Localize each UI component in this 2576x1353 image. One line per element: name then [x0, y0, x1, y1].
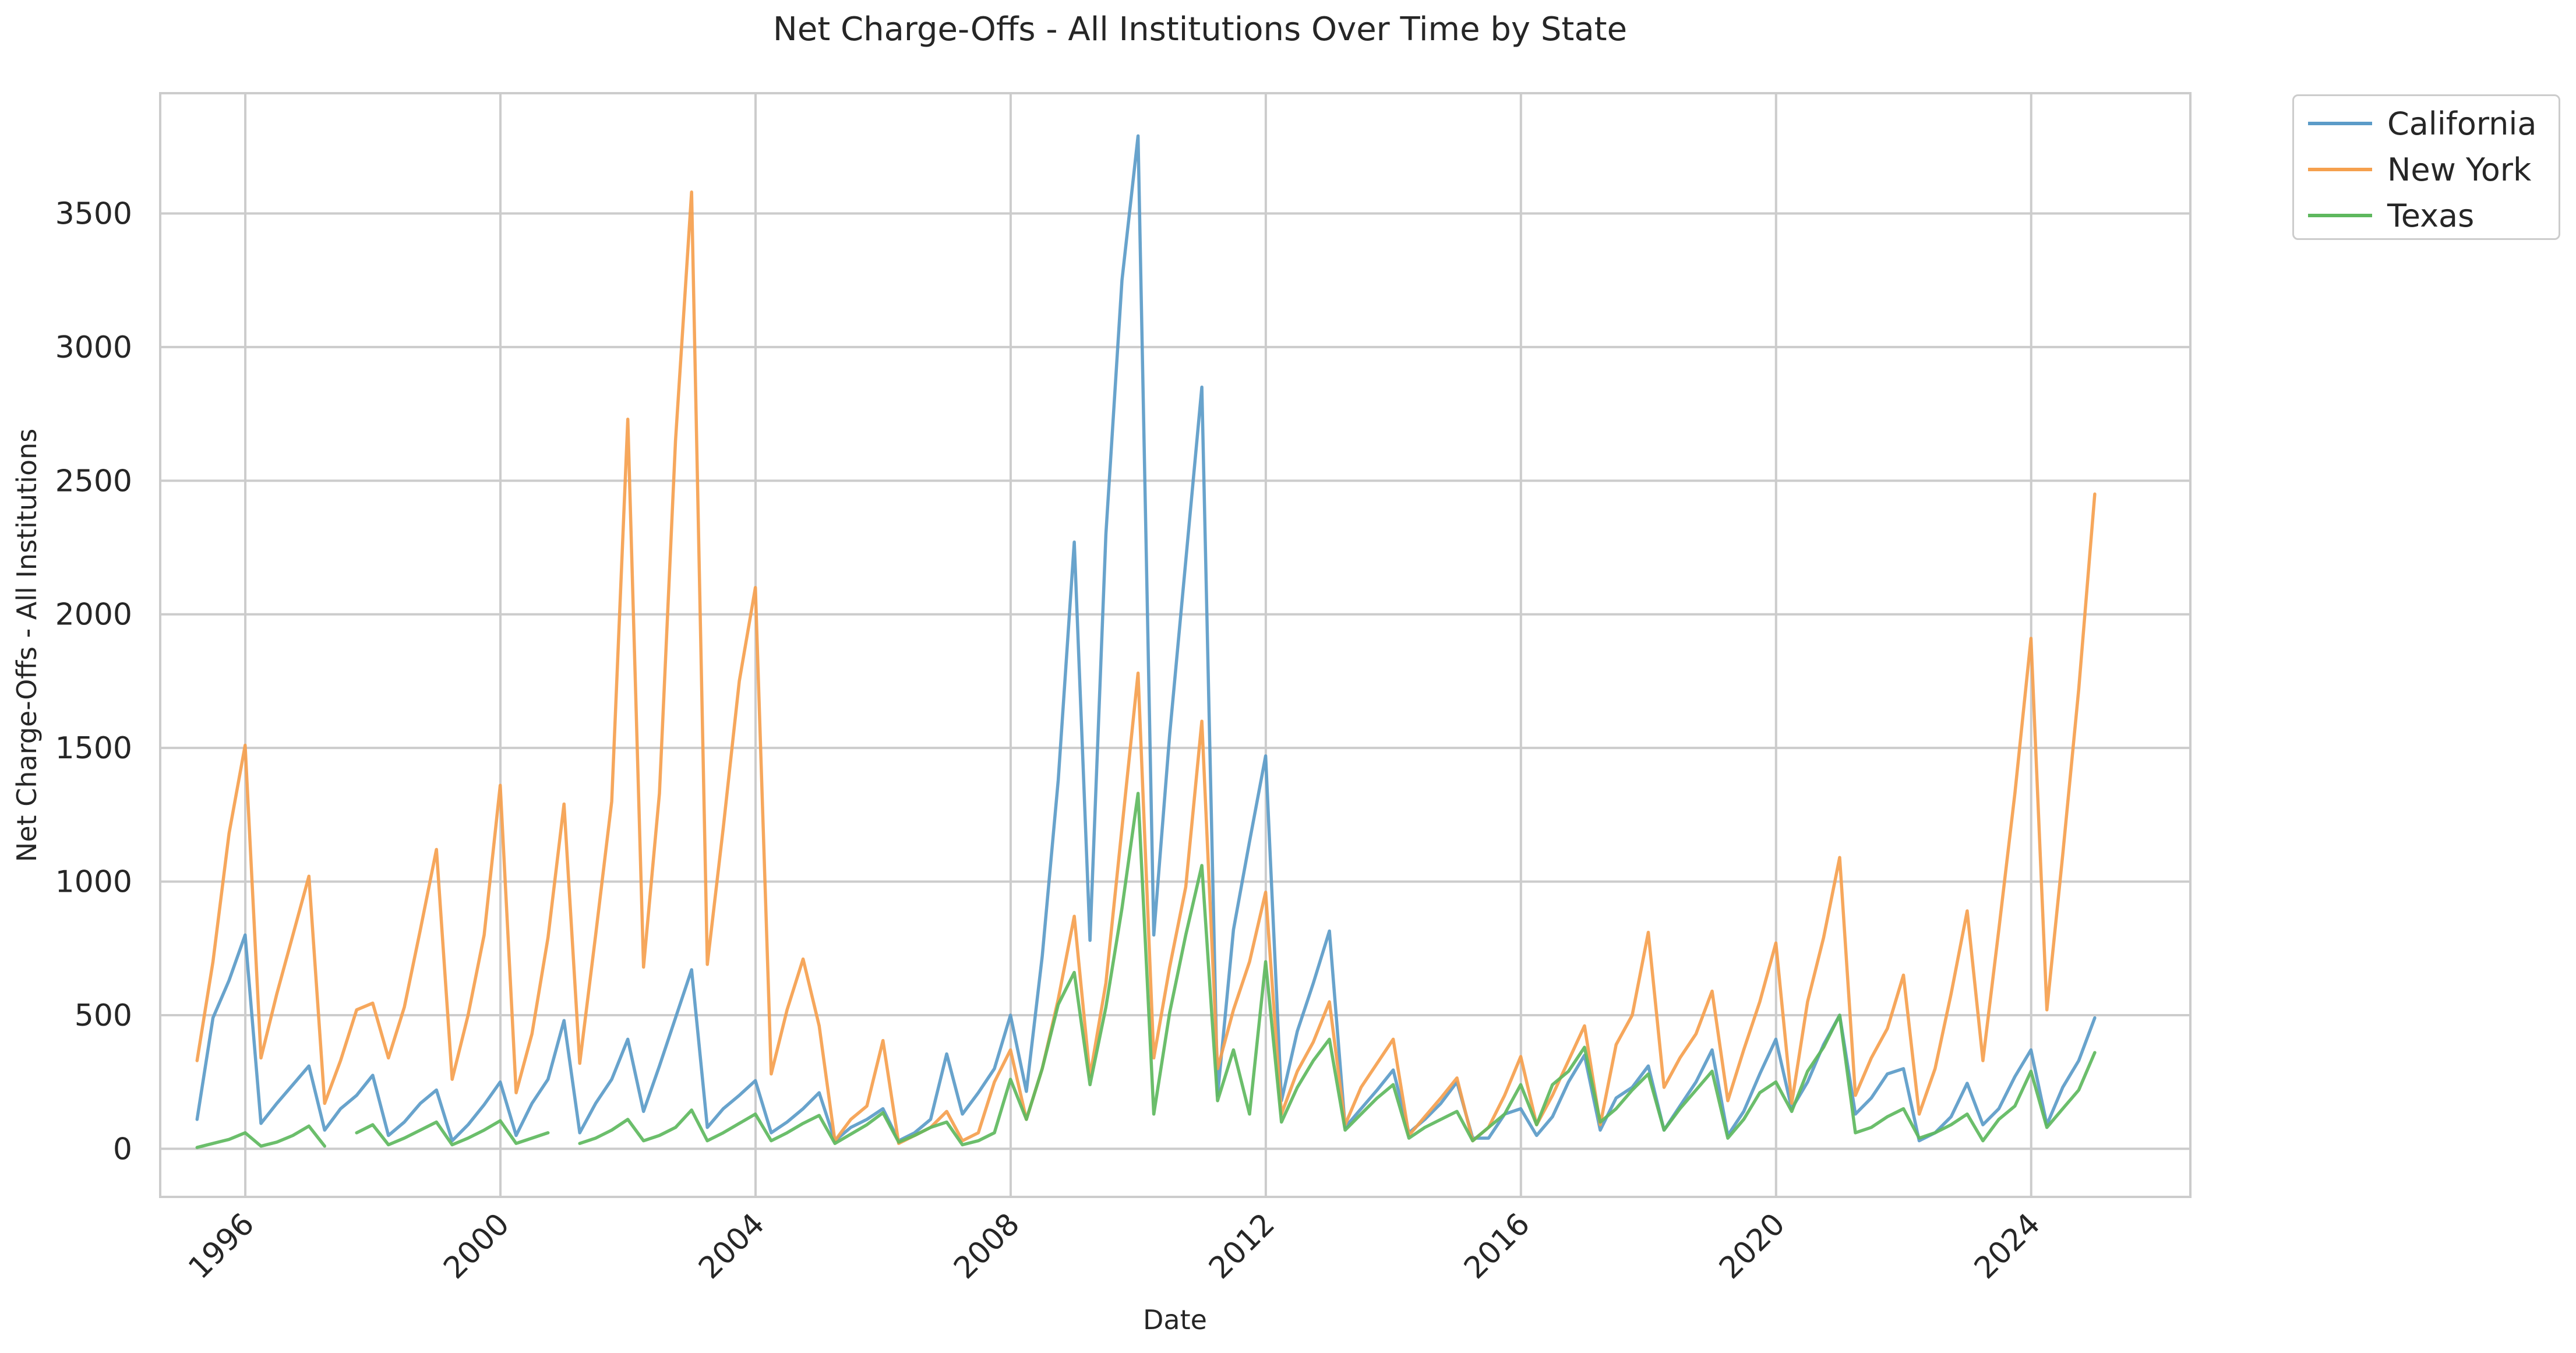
- x-tick-label: 2000: [437, 1207, 516, 1286]
- y-tick-label: 2500: [55, 464, 132, 499]
- y-tick-label: 0: [113, 1132, 132, 1167]
- legend-item-new-york: New York: [2308, 149, 2531, 190]
- x-tick-label: 2024: [1968, 1207, 2047, 1286]
- y-tick-label: 1500: [55, 731, 132, 766]
- legend-item-texas: Texas: [2308, 195, 2474, 236]
- legend-swatch-texas: [2308, 214, 2372, 217]
- legend-item-california: California: [2308, 103, 2536, 144]
- legend-label-texas: Texas: [2387, 197, 2475, 234]
- series-layer: [195, 134, 2097, 1149]
- y-tick-label: 3500: [55, 196, 132, 231]
- chart-title: Net Charge-Offs - All Institutions Over …: [772, 10, 1628, 48]
- legend-label-california: California: [2387, 105, 2537, 142]
- series-line-california: [195, 134, 2097, 1143]
- y-tick-label: 3000: [55, 330, 132, 365]
- series-line-new-york: [195, 190, 2097, 1145]
- x-tick-label: 2008: [947, 1207, 1026, 1286]
- plot-frame: [159, 92, 2192, 1198]
- x-tick-label: 2004: [692, 1207, 771, 1286]
- legend-label-new-york: New York: [2387, 151, 2532, 188]
- x-tick-label: 1996: [182, 1207, 261, 1286]
- legend-swatch-california: [2308, 122, 2372, 125]
- y-axis-label: Net Charge-Offs - All Institutions: [11, 429, 43, 862]
- y-tick-label: 500: [75, 998, 132, 1033]
- grid-layer: [160, 93, 2190, 1197]
- x-tick-label: 2012: [1202, 1207, 1282, 1286]
- legend-swatch-new-york: [2308, 168, 2372, 171]
- tick-layer: 0 500 1000 1500 2000 2500 3000 3500 1996 2000 2004…: [55, 196, 2047, 1285]
- y-tick-label: 2000: [55, 598, 132, 633]
- y-tick-label: 1000: [55, 865, 132, 900]
- legend: California New York Texas: [2292, 94, 2560, 240]
- x-axis-label: Date: [1143, 1304, 1207, 1336]
- series-line-texas: [195, 792, 2097, 1149]
- x-tick-label: 2016: [1458, 1207, 1537, 1286]
- x-tick-label: 2020: [1713, 1207, 1792, 1286]
